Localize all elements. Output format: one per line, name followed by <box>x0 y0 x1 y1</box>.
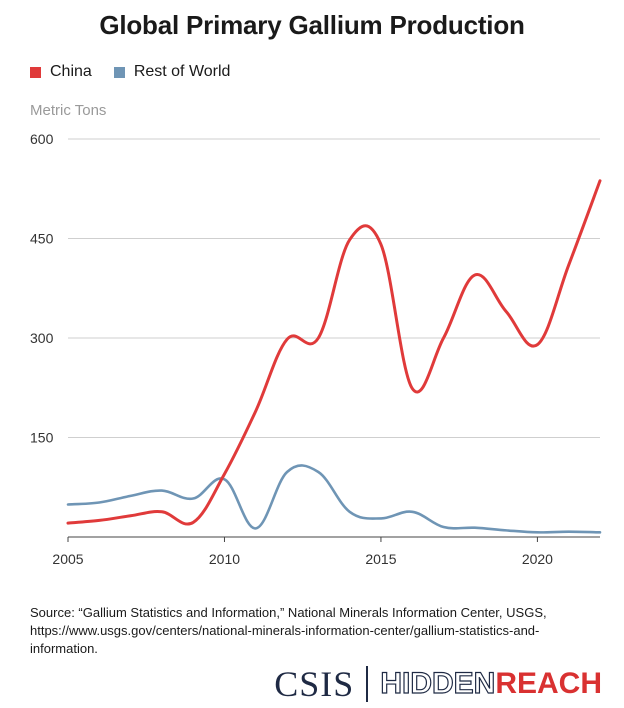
legend-swatch-rest-of-world <box>113 66 125 78</box>
legend: China Rest of World <box>30 63 252 81</box>
legend-label-china: China <box>50 63 92 80</box>
x-tick-label-2010: 2010 <box>209 551 240 567</box>
logo-divider <box>366 666 369 702</box>
y-tick-label-450: 450 <box>30 231 54 247</box>
legend-swatch-china <box>30 66 41 78</box>
logo-reach: REACH <box>495 667 602 700</box>
legend-item-china: China <box>30 63 92 81</box>
legend-item-rest-of-world: Rest of World <box>113 63 231 81</box>
x-tick-label-2005: 2005 <box>52 551 83 567</box>
logo-csis: CSIS <box>274 664 355 704</box>
y-tick-label-600: 600 <box>30 131 54 147</box>
source-note: Source: “Gallium Statistics and Informat… <box>30 605 547 656</box>
x-tick-label-2020: 2020 <box>522 551 553 567</box>
x-tick-label-2015: 2015 <box>365 551 396 567</box>
logo: CSIS HIDDEN REACH <box>274 664 602 704</box>
series-line-china <box>66 179 602 526</box>
chart-title: Global Primary Gallium Production <box>99 10 525 40</box>
y-tick-label-150: 150 <box>30 430 54 446</box>
y-tick-label-300: 300 <box>30 330 54 346</box>
line-chart: Metric Tons 150 300 450 600 2005 2010 2015 2020 <box>30 102 602 567</box>
series-line-rest-of-world <box>66 464 602 534</box>
y-axis-label: Metric Tons <box>30 102 106 119</box>
logo-hidden: HIDDEN <box>380 666 496 700</box>
legend-label-rest-of-world: Rest of World <box>133 63 231 80</box>
